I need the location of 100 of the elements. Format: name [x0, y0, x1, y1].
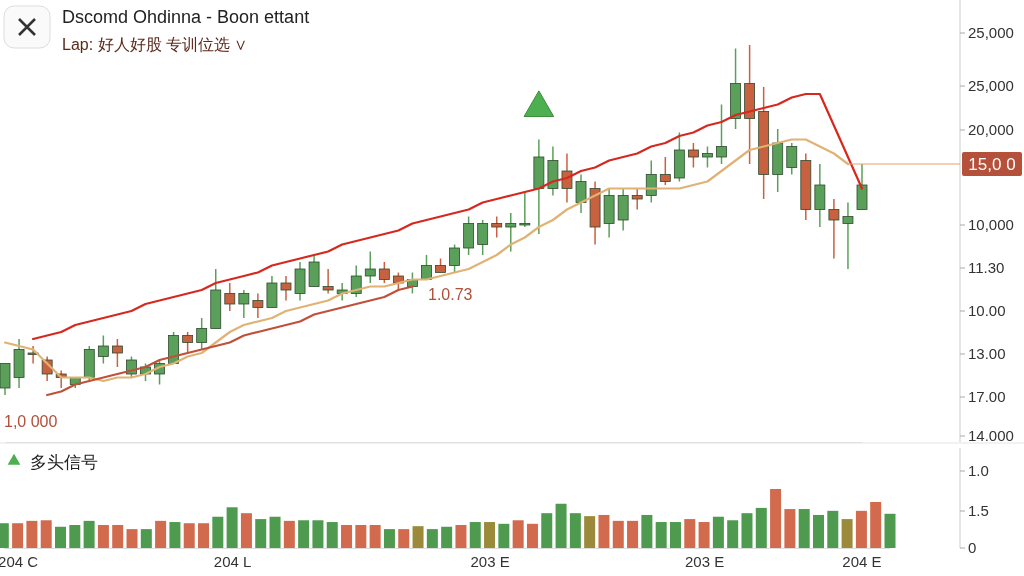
text: 15,0 0: [968, 155, 1016, 174]
bar: [612, 520, 624, 548]
bar: [441, 526, 453, 548]
bar: [412, 526, 424, 548]
bar: [784, 509, 796, 548]
bar: [484, 522, 496, 548]
bar: [83, 520, 95, 548]
bar: [355, 524, 367, 548]
bar: [383, 529, 395, 548]
candlestick: [364, 250, 376, 284]
bar: [641, 514, 653, 548]
bar: [255, 519, 267, 548]
bar: [870, 501, 882, 548]
bar: [669, 522, 681, 548]
candlestick: [828, 198, 840, 260]
bar: [55, 526, 67, 548]
chart-title: Dscomd Ohdinna - Boon ettant: [62, 7, 310, 27]
bar: [712, 516, 724, 548]
bar: [727, 520, 739, 548]
text: 20,000: [968, 121, 1014, 138]
bar: [741, 513, 753, 548]
text: 1.5: [968, 502, 989, 519]
annotation: 1.0.73: [428, 286, 473, 303]
text: 0: [968, 539, 977, 556]
candlestick: [252, 292, 264, 319]
candlestick: [688, 142, 699, 169]
candlestick: [238, 289, 250, 319]
candlestick: [702, 145, 713, 169]
bar: [40, 520, 52, 548]
candlestick: [505, 212, 517, 253]
text: 14.000: [968, 427, 1014, 444]
bar: [12, 523, 24, 548]
bar: [226, 507, 238, 548]
text: 25,000: [968, 77, 1014, 94]
candlestick: [350, 264, 362, 298]
bar: [598, 514, 610, 548]
bar: [269, 516, 281, 548]
bar: [26, 520, 38, 548]
bar: [698, 522, 710, 548]
bar: [798, 509, 810, 548]
x-tick-label: 203 E: [684, 552, 725, 570]
candlestick: [659, 156, 671, 186]
bar: [655, 522, 667, 548]
x-tick-label: 204 L: [213, 552, 252, 570]
bar: [140, 529, 152, 548]
text: 11.30: [968, 259, 1005, 276]
legend-label: 多头信号: [30, 453, 98, 472]
bar: [569, 513, 581, 548]
bar: [183, 523, 195, 548]
bar: [841, 519, 853, 548]
candlestick: [519, 191, 531, 228]
candlestick: [449, 243, 460, 274]
bar: [298, 520, 310, 548]
bar: [584, 516, 596, 548]
bar: [169, 522, 181, 548]
text: 1,0 000: [4, 413, 58, 430]
candlestick: [786, 142, 798, 176]
bar: [155, 520, 167, 548]
bar: [283, 520, 295, 548]
bar: [512, 520, 524, 548]
candlestick: [575, 173, 587, 214]
bar: [884, 513, 896, 548]
x-tick-label: 204 E: [842, 552, 882, 570]
text: 10,000: [968, 216, 1014, 233]
bar: [369, 524, 381, 548]
bar: [212, 516, 224, 548]
bar: [827, 510, 839, 548]
bar: [326, 522, 338, 548]
candlestick: [111, 338, 123, 368]
bar: [684, 519, 696, 548]
bar: [770, 489, 782, 548]
candlestick: [378, 261, 390, 284]
bar: [498, 523, 510, 548]
bar: [469, 522, 481, 548]
candlestick: [27, 345, 39, 365]
bar: [312, 520, 324, 548]
bar: [541, 513, 553, 548]
candlestick: [97, 334, 109, 365]
candlestick: [224, 282, 236, 312]
x-tick-label: 203 E: [470, 552, 510, 570]
text: 17.00: [968, 388, 1006, 405]
bar: [240, 513, 252, 548]
bar: [455, 524, 467, 548]
text: 13.00: [968, 345, 1006, 362]
candlestick: [182, 331, 194, 354]
bar: [126, 529, 138, 548]
bar: [627, 520, 639, 548]
text: 25,000: [968, 24, 1014, 41]
bar: [69, 524, 81, 548]
bar: [755, 507, 767, 548]
candlestick: [477, 219, 489, 256]
candlestick: [196, 317, 208, 351]
candlestick: [491, 215, 503, 239]
candlestick: [716, 103, 727, 165]
bar: [426, 529, 438, 548]
bar: [341, 524, 353, 548]
bar: [555, 503, 567, 548]
candlestick: [280, 275, 292, 302]
candlestick: [322, 268, 334, 295]
candlestick: [842, 201, 854, 270]
